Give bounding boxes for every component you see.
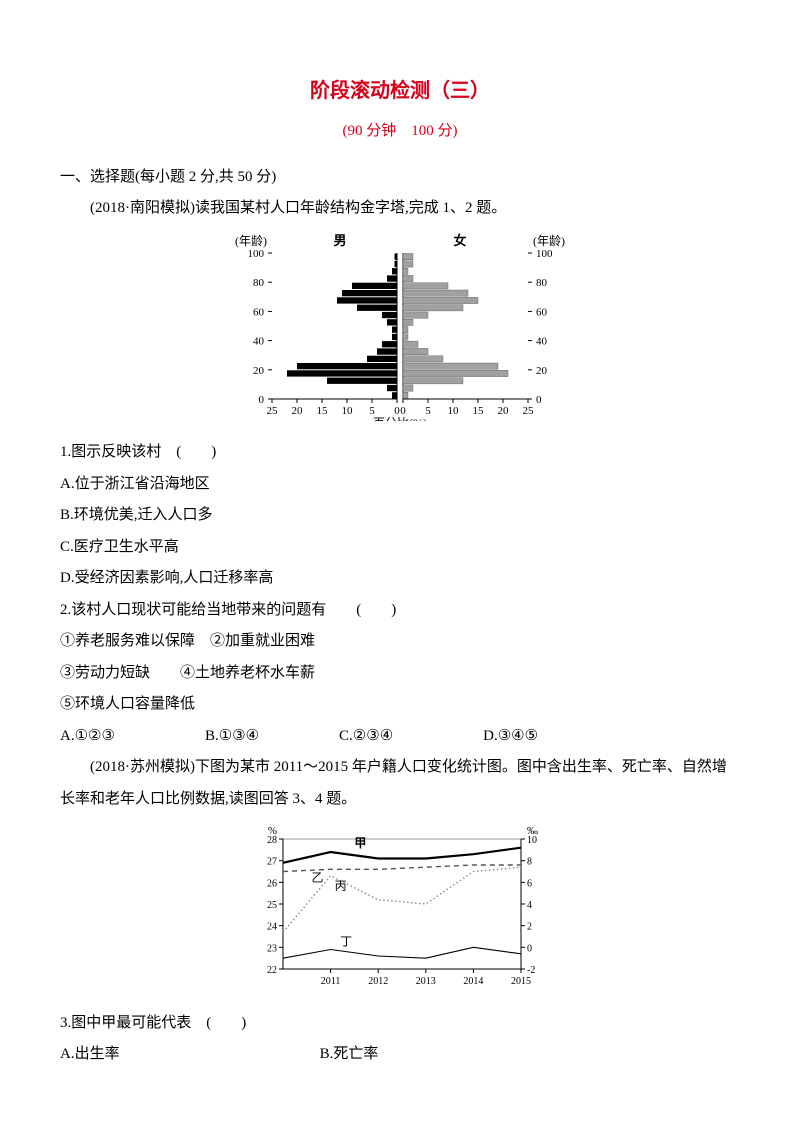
- svg-text:(年龄): (年龄): [235, 234, 267, 248]
- svg-text:27: 27: [267, 857, 277, 868]
- q3-options: A.出生率 B.死亡率: [60, 1039, 740, 1071]
- svg-text:百分比(%): 百分比(%): [373, 416, 427, 421]
- svg-text:乙: 乙: [312, 870, 324, 884]
- svg-text:24: 24: [267, 922, 277, 933]
- q2-option-a: A.①②③: [60, 721, 115, 753]
- svg-text:80: 80: [253, 277, 265, 289]
- q1-stem: 1.图示反映该村 ( ): [60, 437, 740, 469]
- q2-option-d: D.③④⑤: [483, 721, 538, 753]
- q3-option-a: A.出生率: [60, 1039, 120, 1071]
- section-1-heading: 一、选择题(每小题 2 分,共 50 分): [60, 162, 740, 194]
- svg-text:10: 10: [342, 405, 354, 417]
- q2-statements-2: ③劳动力短缺 ④土地养老杯水车薪: [60, 658, 740, 690]
- q1-option-d: D.受经济因素影响,人口迁移率高: [60, 563, 740, 595]
- svg-text:26: 26: [267, 878, 277, 889]
- svg-text:2011: 2011: [321, 976, 341, 987]
- svg-text:2013: 2013: [416, 976, 436, 987]
- q2-statements-3: ⑤环境人口容量降低: [60, 689, 740, 721]
- svg-text:男: 男: [333, 233, 346, 248]
- intro-2: (2018·苏州模拟)下图为某市 2011～2015 年户籍人口变化统计图。图中…: [60, 752, 740, 815]
- svg-text:60: 60: [536, 306, 548, 318]
- q2-options: A.①②③ B.①③④ C.②③④ D.③④⑤: [60, 721, 740, 753]
- svg-text:23: 23: [267, 943, 277, 954]
- svg-text:丁: 丁: [340, 935, 352, 949]
- svg-text:2: 2: [527, 922, 532, 933]
- q3-stem: 3.图中甲最可能代表 ( ): [60, 1008, 740, 1040]
- population-pyramid-chart: 男女(年龄)(年龄)100100808060604040202000252015…: [60, 231, 740, 434]
- svg-text:2012: 2012: [368, 976, 388, 987]
- svg-text:2014: 2014: [463, 976, 483, 987]
- q1-option-b: B.环境优美,迁入人口多: [60, 500, 740, 532]
- q3-option-b: B.死亡率: [320, 1039, 379, 1071]
- svg-text:25: 25: [267, 900, 277, 911]
- svg-text:40: 40: [253, 335, 265, 347]
- svg-text:甲: 甲: [354, 836, 366, 850]
- q2-statements-1: ①养老服务难以保障 ②加重就业困难: [60, 626, 740, 658]
- svg-text:20: 20: [498, 405, 510, 417]
- svg-text:28: 28: [267, 835, 277, 846]
- svg-text:20: 20: [292, 405, 304, 417]
- svg-text:15: 15: [473, 405, 485, 417]
- svg-text:10: 10: [448, 405, 460, 417]
- svg-text:0: 0: [536, 394, 542, 406]
- svg-text:25: 25: [523, 405, 535, 417]
- svg-text:2015: 2015: [511, 976, 531, 987]
- svg-text:(年龄): (年龄): [533, 234, 565, 248]
- svg-text:22: 22: [267, 965, 277, 976]
- svg-text:6: 6: [527, 878, 532, 889]
- page-subtitle: (90 分钟 100 分): [60, 116, 740, 148]
- svg-text:15: 15: [317, 405, 329, 417]
- svg-text:40: 40: [536, 335, 548, 347]
- svg-text:25: 25: [267, 405, 279, 417]
- q2-stem: 2.该村人口现状可能给当地带来的问题有 ( ): [60, 595, 740, 627]
- svg-text:10: 10: [527, 835, 537, 846]
- svg-text:20: 20: [253, 364, 265, 376]
- page-title: 阶段滚动检测（三）: [60, 70, 740, 112]
- svg-text:0: 0: [527, 943, 532, 954]
- svg-text:100: 100: [536, 248, 553, 260]
- svg-text:20: 20: [536, 364, 548, 376]
- svg-text:60: 60: [253, 306, 265, 318]
- svg-text:-2: -2: [527, 965, 535, 976]
- q1-option-a: A.位于浙江省沿海地区: [60, 469, 740, 501]
- svg-text:80: 80: [536, 277, 548, 289]
- svg-text:4: 4: [527, 900, 532, 911]
- svg-text:100: 100: [248, 248, 265, 260]
- svg-text:丙: 丙: [335, 879, 347, 893]
- svg-text:8: 8: [527, 857, 532, 868]
- q2-option-c: C.②③④: [339, 721, 393, 753]
- line-chart: %‰22232425262728-20246810201120122013201…: [60, 821, 740, 1004]
- intro-1: (2018·南阳模拟)读我国某村人口年龄结构金字塔,完成 1、2 题。: [60, 193, 740, 225]
- q2-option-b: B.①③④: [205, 721, 259, 753]
- svg-text:女: 女: [453, 233, 466, 248]
- q1-option-c: C.医疗卫生水平高: [60, 532, 740, 564]
- svg-text:0: 0: [259, 394, 265, 406]
